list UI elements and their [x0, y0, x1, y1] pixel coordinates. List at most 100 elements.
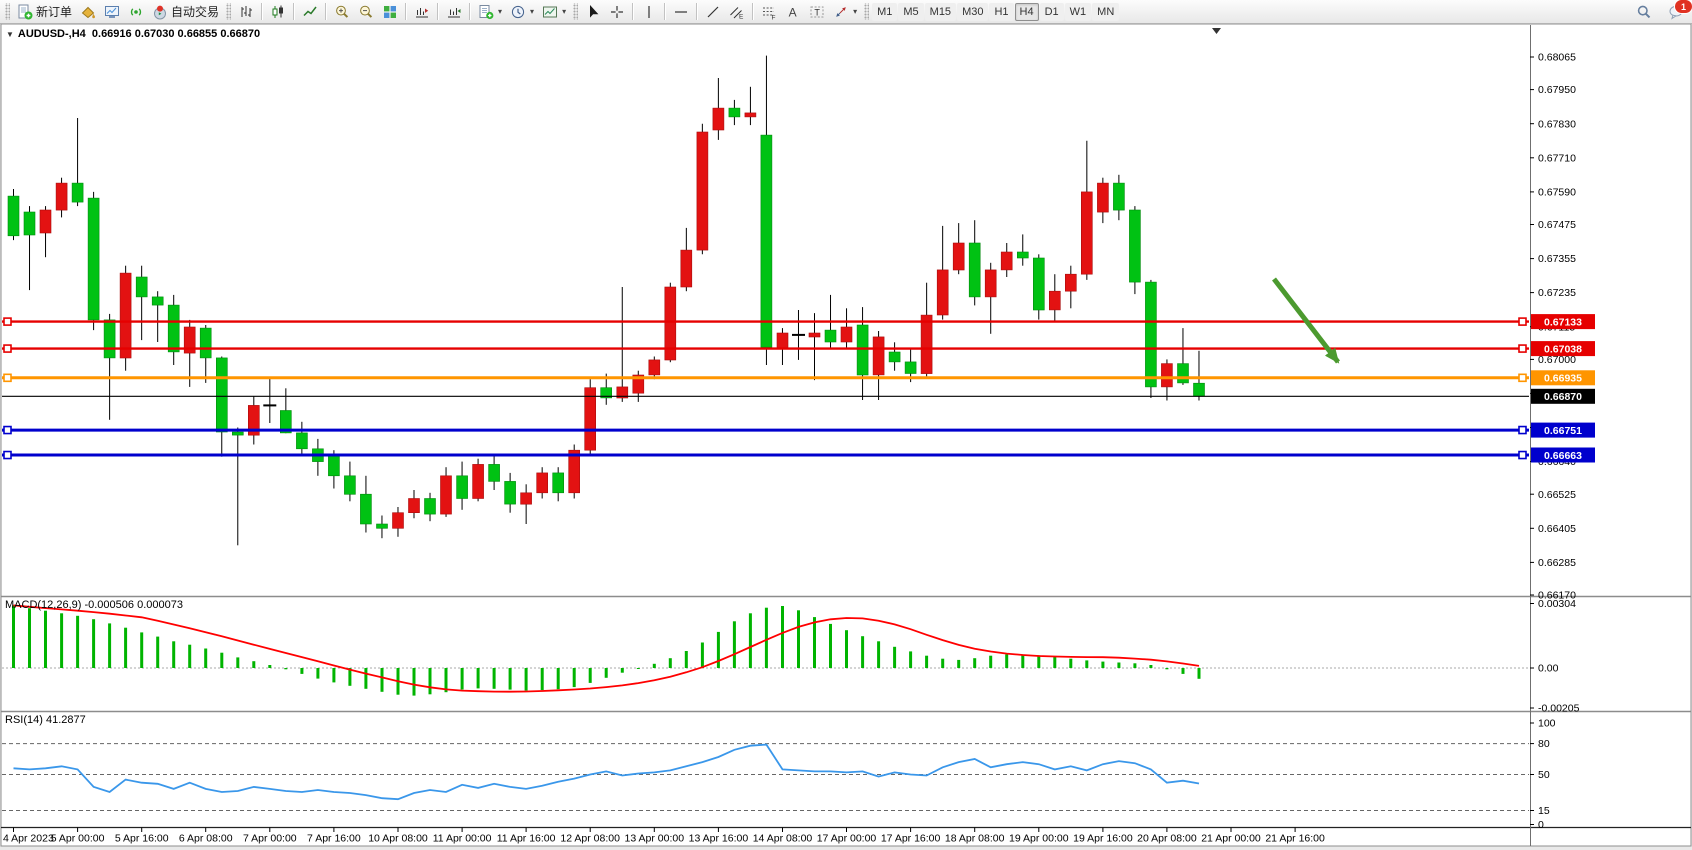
line-chart-button[interactable] — [298, 2, 322, 22]
svg-text:10 Apr 08:00: 10 Apr 08:00 — [368, 833, 428, 845]
svg-text:5 Apr 00:00: 5 Apr 00:00 — [51, 833, 105, 845]
new-chart-button[interactable]: ▾ — [474, 2, 506, 22]
rsi-indicator-label: RSI(14) 41.2877 — [5, 714, 86, 726]
chevron-down-icon: ▾ — [530, 7, 535, 16]
timeframe-h1-button[interactable]: H1 — [989, 2, 1014, 21]
rsi-pane[interactable]: 100 80 50 15 0 — [2, 718, 1556, 832]
symbol-title[interactable]: ▼ AUDUSD-,H4 0.66916 0.67030 0.66855 0.66… — [6, 28, 260, 40]
cursor-button[interactable] — [581, 2, 605, 22]
charts-window-button[interactable] — [100, 2, 124, 22]
tile-windows-button[interactable] — [378, 2, 402, 22]
svg-text:11 Apr 16:00: 11 Apr 16:00 — [497, 833, 556, 845]
timeframe-m1-button[interactable]: M1 — [872, 2, 898, 21]
bar-chart-button[interactable] — [234, 2, 258, 22]
level-lines-layer[interactable] — [2, 317, 1529, 460]
zoom-out-button[interactable] — [354, 2, 378, 22]
equidistant-channel-icon: E — [729, 4, 745, 20]
svg-text:21 Apr 16:00: 21 Apr 16:00 — [1265, 833, 1325, 845]
notifications-button[interactable]: 1 — [1664, 0, 1692, 22]
auto-scroll-button[interactable] — [442, 2, 466, 22]
timeframe-m15-button[interactable]: M15 — [924, 2, 957, 21]
macd-pane[interactable]: 0.00304 0.00 -0.00205 — [2, 598, 1580, 715]
svg-text:0.67830: 0.67830 — [1538, 118, 1576, 130]
svg-text:6 Apr 08:00: 6 Apr 08:00 — [179, 833, 233, 845]
timeframe-m5-button[interactable]: M5 — [898, 2, 924, 21]
svg-text:0.67235: 0.67235 — [1538, 287, 1576, 299]
timeframe-mn-button[interactable]: MN — [1092, 2, 1120, 21]
shift-end-button[interactable] — [410, 2, 434, 22]
svg-text:12 Apr 08:00: 12 Apr 08:00 — [560, 833, 620, 845]
timeframe-h4-button[interactable]: H4 — [1014, 2, 1039, 21]
svg-text:0.67710: 0.67710 — [1538, 152, 1576, 164]
svg-text:50: 50 — [1538, 769, 1550, 781]
signals-button[interactable] — [124, 2, 148, 22]
svg-text:15: 15 — [1538, 805, 1550, 817]
toolbar-separator — [261, 3, 264, 20]
candlestick-button[interactable] — [266, 2, 290, 22]
toolbar-right: 1 — [1632, 0, 1692, 24]
chart-shift-marker[interactable] — [1212, 28, 1221, 34]
text-button[interactable]: A — [781, 2, 805, 22]
svg-text:0.66935: 0.66935 — [1544, 373, 1582, 385]
one-click-collapse-icon[interactable]: ▼ — [6, 30, 14, 39]
horizontal-line-button[interactable] — [669, 2, 693, 22]
svg-text:17 Apr 16:00: 17 Apr 16:00 — [881, 833, 941, 845]
tile-windows-icon — [382, 4, 398, 20]
notification-count-badge: 1 — [1674, 0, 1692, 14]
svg-text:14 Apr 08:00: 14 Apr 08:00 — [753, 833, 813, 845]
auto-trading-button[interactable]: 自动交易 — [148, 2, 223, 22]
svg-text:0.66170: 0.66170 — [1538, 590, 1576, 602]
timeframe-m30-button[interactable]: M30 — [957, 2, 989, 21]
bar-chart-icon — [238, 4, 254, 20]
palette-bucket-icon — [80, 4, 96, 20]
toolbar-separator — [405, 3, 408, 20]
auto-trading-label: 自动交易 — [171, 5, 220, 19]
toolbar-grip[interactable] — [573, 3, 579, 20]
timeframe-d1-button[interactable]: D1 — [1039, 2, 1064, 21]
auto-trading-icon — [152, 4, 168, 20]
main-toolbar: 新订单 自动交易 ▾ ▾ ▾ E F A T ▾ M1 M5 M15 M30 H1 H4 D… — [0, 0, 1692, 24]
template-button[interactable]: ▾ — [538, 2, 570, 22]
text-label-button[interactable]: T — [805, 2, 829, 22]
svg-text:0.67133: 0.67133 — [1544, 316, 1582, 328]
candles-layer[interactable] — [7, 55, 1205, 546]
period-clock-button[interactable]: ▾ — [506, 2, 538, 22]
timeframe-w1-button[interactable]: W1 — [1064, 2, 1092, 21]
toolbar-grip[interactable] — [226, 3, 232, 20]
signal-broadcast-icon — [128, 4, 144, 20]
trendline-button[interactable] — [701, 2, 725, 22]
crosshair-button[interactable] — [605, 2, 629, 22]
template-icon — [542, 4, 558, 20]
svg-text:18 Apr 08:00: 18 Apr 08:00 — [945, 833, 1005, 845]
zoom-in-button[interactable] — [330, 2, 354, 22]
svg-text:19 Apr 16:00: 19 Apr 16:00 — [1073, 833, 1133, 845]
zoom-in-icon — [334, 4, 350, 20]
svg-text:17 Apr 00:00: 17 Apr 00:00 — [817, 833, 877, 845]
toolbar-separator — [293, 3, 296, 20]
sell-arrow-annotation[interactable] — [1272, 277, 1340, 364]
new-order-button[interactable]: 新订单 — [13, 2, 76, 22]
equidistant-channel-button[interactable]: E — [725, 2, 749, 22]
text-label-icon: T — [809, 4, 825, 20]
svg-text:7 Apr 16:00: 7 Apr 16:00 — [307, 833, 361, 845]
toolbar-grip[interactable] — [5, 3, 10, 20]
search-icon — [1636, 4, 1652, 20]
svg-text:21 Apr 00:00: 21 Apr 00:00 — [1201, 833, 1261, 845]
toolbar-grip[interactable] — [864, 3, 870, 20]
styles-button[interactable] — [76, 2, 100, 22]
svg-text:4 Apr 2023: 4 Apr 2023 — [3, 833, 54, 845]
search-button[interactable] — [1632, 2, 1656, 22]
svg-text:0.66285: 0.66285 — [1538, 557, 1576, 569]
period-clock-icon — [510, 4, 526, 20]
new-chart-icon — [478, 4, 494, 20]
chevron-down-icon: ▾ — [853, 7, 858, 16]
arrows-tool-button[interactable]: ▾ — [829, 2, 861, 22]
fibonacci-button[interactable]: F — [757, 2, 781, 22]
vertical-line-button[interactable] — [637, 2, 661, 22]
toolbar-separator — [325, 3, 328, 20]
auto-scroll-icon — [446, 4, 462, 20]
new-order-icon — [17, 4, 33, 20]
svg-text:0.67590: 0.67590 — [1538, 187, 1576, 199]
